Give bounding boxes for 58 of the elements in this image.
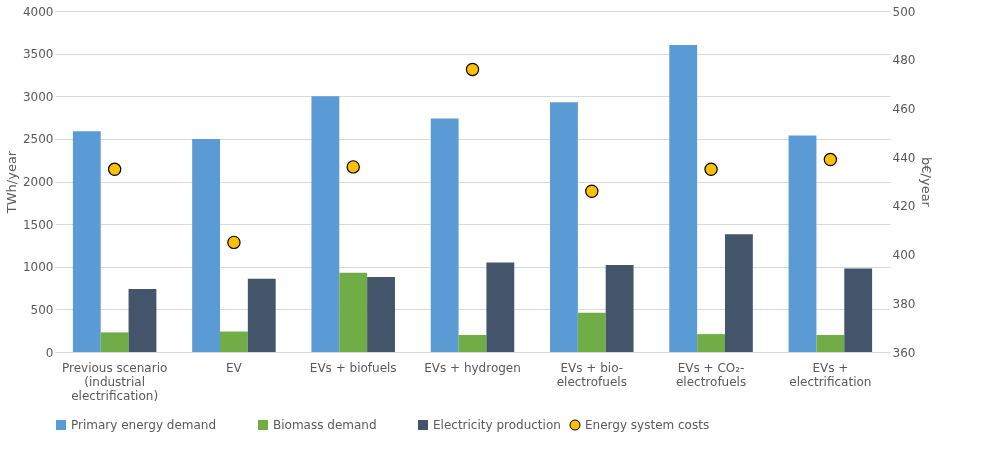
y2-tick-label: 420 xyxy=(892,199,916,214)
bar xyxy=(247,278,276,352)
y2-tick-label: 500 xyxy=(892,4,916,19)
bar xyxy=(697,334,725,352)
bar xyxy=(605,265,634,352)
point xyxy=(107,162,122,177)
y2-tick-label: 440 xyxy=(892,150,916,165)
bar xyxy=(550,102,578,352)
x-tick-label: Previous scenario (industrial electrification) xyxy=(61,360,168,403)
bar xyxy=(486,262,515,352)
bar xyxy=(788,135,817,352)
y-tick-label: 1000 xyxy=(22,260,54,275)
bar xyxy=(724,234,753,352)
bar xyxy=(430,118,459,352)
point xyxy=(346,160,360,174)
bar xyxy=(367,276,395,352)
y2-tick-label: 480 xyxy=(892,53,916,68)
y-axis-title: TWh/year xyxy=(3,150,19,215)
y2-axis-title: b€/year xyxy=(919,157,935,208)
bar xyxy=(339,272,368,352)
y-tick-label: 2000 xyxy=(22,175,54,189)
y2-tick-label: 360 xyxy=(892,345,916,360)
bar xyxy=(816,334,845,352)
y-tick-label: 3500 xyxy=(22,47,54,62)
legend-label: Biomass demand xyxy=(273,418,377,432)
y2-tick-label: 460 xyxy=(892,101,916,116)
bar xyxy=(669,45,698,352)
point xyxy=(585,184,599,198)
bar xyxy=(72,131,101,352)
bar xyxy=(311,96,340,352)
y2-tick-label: 400 xyxy=(892,248,916,263)
bar xyxy=(458,334,487,352)
x-tick-label: EV xyxy=(226,360,243,375)
x-tick-label: EVs + bio-electrofuels xyxy=(556,360,627,389)
bar xyxy=(577,312,606,352)
point xyxy=(823,152,838,167)
x-tick-label: EVs + electrification xyxy=(789,360,872,389)
x-tick-label: EVs + hydrogen xyxy=(424,360,521,375)
bar xyxy=(192,138,221,352)
x-tick-label: EVs + CO₂-electrofuels xyxy=(675,360,747,389)
legend-label: Primary energy demand xyxy=(71,418,217,432)
point xyxy=(465,62,480,77)
y-tick-label: 500 xyxy=(30,302,54,317)
bar xyxy=(220,331,248,352)
point xyxy=(227,235,241,250)
y-tick-label: 2500 xyxy=(22,132,54,147)
y-tick-label: 1500 xyxy=(22,217,54,232)
y-tick-label: 0 xyxy=(45,345,54,360)
bar xyxy=(844,268,873,352)
point xyxy=(704,162,718,177)
bar xyxy=(100,332,129,352)
legend-label: Energy system costs xyxy=(585,418,710,432)
y-tick-label: 4000 xyxy=(22,4,54,19)
x-tick-label: EVs + biofuels xyxy=(309,360,397,375)
y2-tick-label: 380 xyxy=(892,296,916,311)
y-tick-label: 3000 xyxy=(22,89,54,104)
legend-label: Electricity production xyxy=(433,418,561,432)
bar xyxy=(128,288,157,352)
